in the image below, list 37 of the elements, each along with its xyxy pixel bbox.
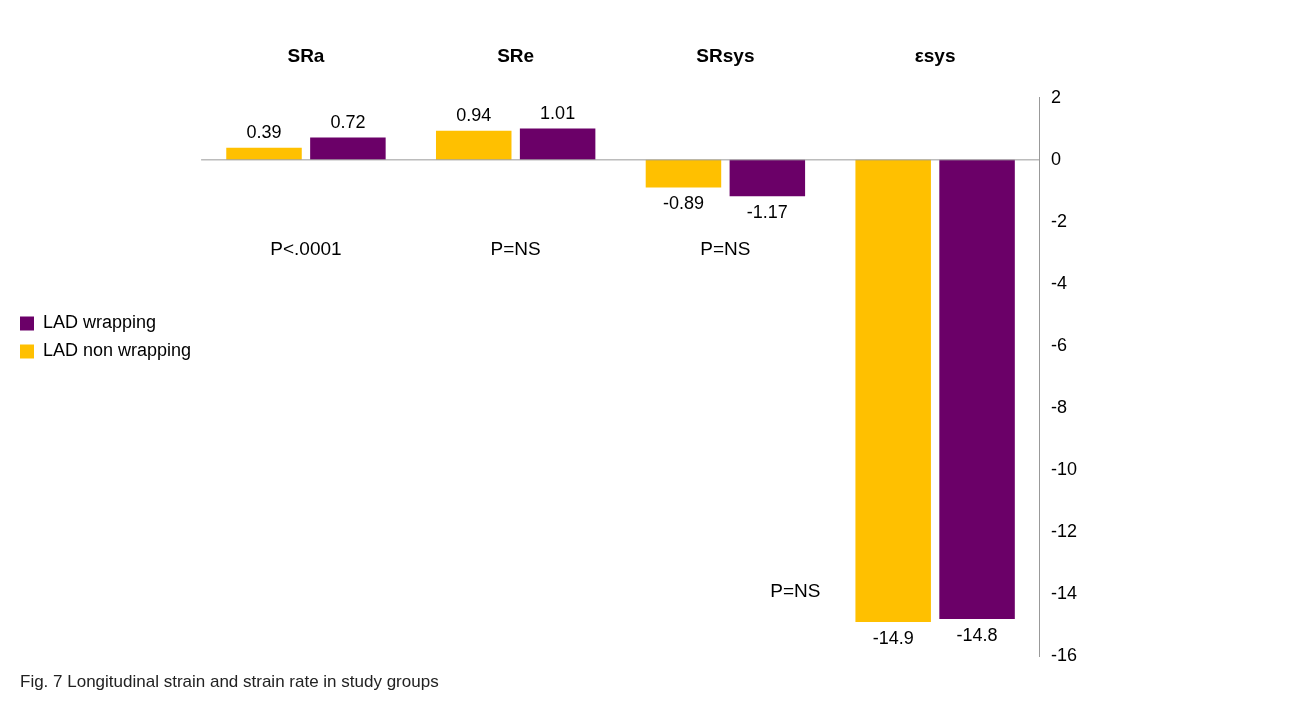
data-label: -1.17: [746, 202, 788, 223]
y-tick-label: 2: [1050, 86, 1061, 107]
data-label: -14.8: [956, 624, 998, 645]
x-tick-label: εsys: [914, 44, 956, 66]
bar: [729, 159, 806, 197]
data-label: -14.9: [872, 628, 914, 649]
annotation: P=NS: [490, 238, 541, 260]
y-tick-label: -10: [1050, 459, 1077, 480]
data-label: -0.89: [662, 193, 704, 214]
y-tick-label: 0: [1050, 148, 1061, 169]
y-tick-label: -8: [1050, 396, 1067, 417]
legend-label: LAD non wrapping: [43, 340, 192, 361]
bar: [310, 137, 386, 160]
x-tick-label: SRe: [497, 44, 535, 66]
bar: [645, 159, 722, 188]
data-label: 0.39: [246, 121, 282, 142]
data-label: 1.01: [540, 102, 576, 123]
data-label: 0.94: [456, 104, 492, 125]
x-tick-label: SRa: [287, 44, 325, 66]
y-tick-label: -12: [1050, 521, 1077, 542]
bar: [226, 147, 302, 160]
bar: [939, 159, 1015, 619]
legend-label: LAD wrapping: [43, 312, 157, 333]
bar: [519, 128, 596, 160]
y-tick-label: -2: [1050, 210, 1067, 231]
y-tick-label: -14: [1050, 583, 1077, 604]
annotation: P=NS: [770, 580, 821, 602]
y-tick-label: -6: [1050, 334, 1067, 355]
y-tick-label: -4: [1050, 272, 1067, 293]
bar: [435, 130, 512, 160]
annotation: P=NS: [700, 238, 751, 260]
data-label: 0.72: [330, 111, 366, 132]
annotation: P<.0001: [270, 238, 342, 260]
caption: Fig. 7 Longitudinal strain and strain rate in study groups: [20, 672, 439, 692]
bar: [855, 159, 931, 623]
x-tick-label: SRsys: [696, 44, 755, 66]
y-tick-label: -16: [1050, 645, 1077, 666]
